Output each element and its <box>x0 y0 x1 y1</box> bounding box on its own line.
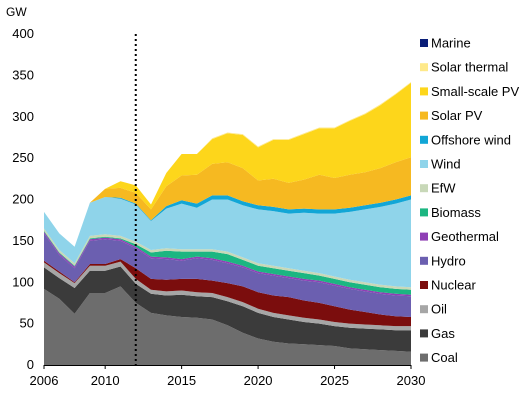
legend-label: Wind <box>431 157 461 172</box>
area-biomass <box>44 230 411 295</box>
area-small-scale-pv <box>44 82 411 247</box>
legend-swatch <box>420 281 428 289</box>
area-geothermal <box>44 231 411 297</box>
legend-swatch <box>420 111 428 120</box>
legend-label: Geothermal <box>431 229 499 244</box>
x-tick-label: 2006 <box>30 373 59 388</box>
x-tick-label: 2025 <box>320 373 349 388</box>
legend-swatch <box>420 305 428 314</box>
legend-label: Hydro <box>431 253 466 268</box>
legend-swatch <box>420 87 428 96</box>
legend-label: Solar thermal <box>431 60 508 75</box>
legend-swatch <box>420 353 428 362</box>
y-axis-ticks: 0 50 100 150 200 250 300 350 400 <box>12 26 34 372</box>
y-tick-label: 350 <box>12 67 34 82</box>
legend-label: Oil <box>431 302 447 317</box>
legend-label: Coal <box>431 350 458 365</box>
legend: Marine Solar thermal Small-scale PV Solar P… <box>420 36 519 365</box>
legend-swatch <box>420 329 428 338</box>
legend-swatch <box>420 256 428 265</box>
legend-label: Gas <box>431 326 455 341</box>
legend-label: Solar PV <box>431 108 483 123</box>
legend-swatch <box>420 160 428 168</box>
legend-label: Offshore wind <box>431 132 511 147</box>
legend-swatch <box>420 135 428 144</box>
area-solar-pv <box>44 157 411 247</box>
x-tick-label: 2020 <box>244 373 273 388</box>
y-tick-label: 50 <box>20 316 34 331</box>
y-tick-label: 300 <box>12 109 34 124</box>
legend-label: Biomass <box>431 205 481 220</box>
x-tick-label: 2010 <box>91 373 120 388</box>
legend-swatch <box>420 39 428 47</box>
area-gas <box>44 266 411 352</box>
y-tick-label: 400 <box>12 26 34 41</box>
legend-swatch <box>420 208 428 217</box>
y-tick-label: 0 <box>27 357 34 372</box>
x-axis-ticks: 2006 2010 2015 2020 2025 2030 <box>30 365 426 388</box>
legend-swatch <box>420 232 428 241</box>
legend-swatch <box>420 63 428 72</box>
legend-label: Marine <box>431 36 471 51</box>
area-efw <box>44 228 411 290</box>
y-axis-label: GW <box>6 5 27 19</box>
y-tick-label: 250 <box>12 150 34 165</box>
series-areas <box>44 82 411 365</box>
x-tick-label: 2015 <box>167 373 196 388</box>
y-tick-label: 150 <box>12 233 34 248</box>
y-tick-label: 200 <box>12 192 34 207</box>
x-tick-label: 2030 <box>397 373 426 388</box>
legend-label: Small-scale PV <box>431 84 519 99</box>
legend-swatch <box>420 184 428 193</box>
legend-label: EfW <box>431 181 456 196</box>
y-tick-label: 100 <box>12 274 34 289</box>
legend-label: Nuclear <box>431 278 476 293</box>
